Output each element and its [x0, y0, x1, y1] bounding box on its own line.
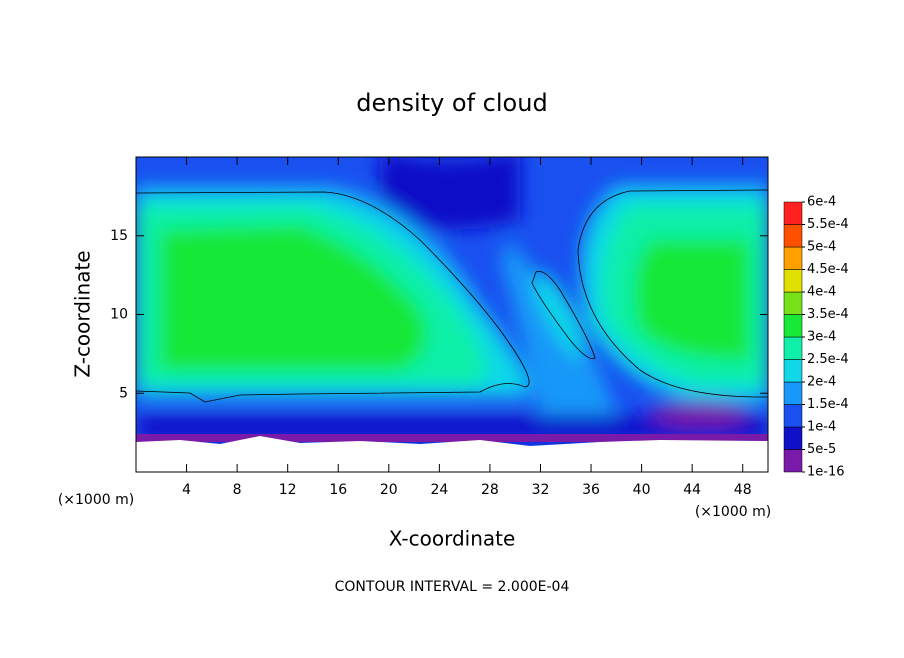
colorbar-label: 4e-4	[807, 285, 836, 300]
x-tick-label: 12	[279, 482, 297, 498]
colorbar-label: 2e-4	[807, 375, 836, 390]
colorbar-band	[783, 404, 803, 428]
y-tick-label: 5	[119, 385, 128, 401]
x-tick-label: 8	[233, 482, 242, 498]
y-axis-label: Z-coordinate	[71, 250, 95, 377]
colorbar-label: 2.5e-4	[807, 352, 849, 367]
colorbar-label: 1e-4	[807, 420, 836, 435]
x-tick-label: 4	[182, 482, 191, 498]
x-tick-label: 20	[380, 482, 398, 498]
colorbar-band	[783, 201, 803, 225]
colorbar-label: 5.5e-4	[807, 217, 849, 232]
colorbar-band	[783, 381, 803, 405]
x-tick-label: 16	[329, 482, 347, 498]
y-tick-label: 10	[110, 307, 128, 323]
contour-field	[136, 157, 768, 472]
colorbar-band	[783, 269, 803, 293]
x-tick-label: 24	[430, 482, 448, 498]
x-tick-label: 36	[582, 482, 600, 498]
colorbar-label: 1.5e-4	[807, 397, 849, 412]
chart-title: density of cloud	[356, 89, 547, 117]
colorbar-label: 4.5e-4	[807, 262, 849, 277]
colorbar-label: 3.5e-4	[807, 307, 849, 322]
colorbar-band	[783, 336, 803, 360]
colorbar-label: 6e-4	[807, 195, 836, 210]
x-axis-label: X-coordinate	[389, 527, 516, 551]
colorbar-band	[783, 291, 803, 315]
colorbar-label: 5e-5	[807, 442, 836, 457]
colorbar-label: 1e-16	[807, 465, 845, 480]
colorbar-band	[783, 246, 803, 270]
colorbar-band	[783, 426, 803, 450]
x-tick-label: 40	[633, 482, 651, 498]
y-unit-label: (×1000 m)	[58, 492, 134, 508]
colorbar-label: 3e-4	[807, 330, 836, 345]
colorbar-band	[783, 314, 803, 338]
x-unit-label: (×1000 m)	[695, 504, 771, 520]
colorbar-band	[783, 449, 803, 473]
x-tick-label: 28	[481, 482, 499, 498]
x-tick-label: 48	[734, 482, 752, 498]
y-tick-label: 15	[110, 228, 128, 244]
colorbar-band	[783, 224, 803, 248]
contour-note: CONTOUR INTERVAL = 2.000E-04	[335, 579, 570, 595]
x-tick-label: 44	[683, 482, 701, 498]
colorbar-label: 5e-4	[807, 240, 836, 255]
x-tick-label: 32	[532, 482, 550, 498]
colorbar-band	[783, 359, 803, 383]
